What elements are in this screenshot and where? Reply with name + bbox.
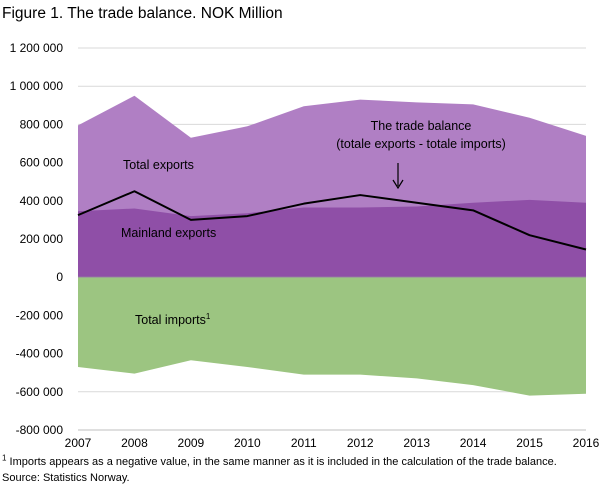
label-total-imports-sup: 1 bbox=[206, 312, 211, 321]
x-tick-label: 2010 bbox=[234, 436, 261, 450]
footnote-text: Imports appears as a negative value, in … bbox=[6, 456, 557, 468]
source-note: Source: Statistics Norway. bbox=[2, 472, 130, 484]
y-tick-label: 400 000 bbox=[20, 194, 64, 208]
y-tick-label: 800 000 bbox=[20, 117, 64, 131]
area-layer bbox=[78, 95, 586, 396]
y-tick-label: 1 200 000 bbox=[10, 41, 64, 55]
y-tick-label: 1 000 000 bbox=[10, 79, 64, 93]
line-layer bbox=[77, 190, 587, 251]
x-tick-label: 2011 bbox=[291, 436, 317, 450]
label-mainland-exports: Mainland exports bbox=[121, 226, 216, 240]
annotation-arrow-head bbox=[392, 179, 404, 190]
y-tick-label: -400 000 bbox=[16, 347, 64, 361]
label-trade-balance-formula: (totale exports - totale imports) bbox=[336, 137, 506, 151]
label-total-imports: Total imports1 bbox=[135, 312, 211, 327]
y-tick-label: -800 000 bbox=[16, 423, 64, 437]
x-tick-label: 2015 bbox=[516, 436, 543, 450]
x-tick-label: 2014 bbox=[460, 436, 487, 450]
x-tick-label: 2009 bbox=[178, 436, 205, 450]
chart-title: Figure 1. The trade balance. NOK Million bbox=[2, 5, 283, 22]
y-tick-label: 0 bbox=[56, 270, 63, 284]
footnote-mark: 1 bbox=[2, 453, 7, 463]
x-tick-label: 2016 bbox=[573, 436, 600, 450]
footnote: 1 Imports appears as a negative value, i… bbox=[2, 453, 557, 468]
trade-balance-chart: 1 200 000 1 000 000 800 000 600 000 400 000 2… bbox=[10, 41, 600, 450]
x-tick-label: 2008 bbox=[121, 436, 148, 450]
y-tick-label: -200 000 bbox=[16, 308, 64, 322]
label-total-exports: Total exports bbox=[123, 158, 194, 172]
label-trade-balance: The trade balance bbox=[371, 119, 472, 133]
y-tick-label: -600 000 bbox=[16, 385, 64, 399]
y-tick-label: 600 000 bbox=[20, 156, 64, 170]
total-imports-area bbox=[78, 277, 586, 396]
y-tick-label: 200 000 bbox=[20, 232, 64, 246]
x-tick-label: 2013 bbox=[403, 436, 430, 450]
axis-layer: 1 200 000 1 000 000 800 000 600 000 400 000 2… bbox=[10, 41, 600, 450]
x-tick-label: 2012 bbox=[347, 436, 374, 450]
x-tick-label: 2007 bbox=[65, 436, 92, 450]
trade-balance-line bbox=[77, 190, 587, 251]
label-layer: Total exports Mainland exports Total impor… bbox=[121, 119, 506, 327]
